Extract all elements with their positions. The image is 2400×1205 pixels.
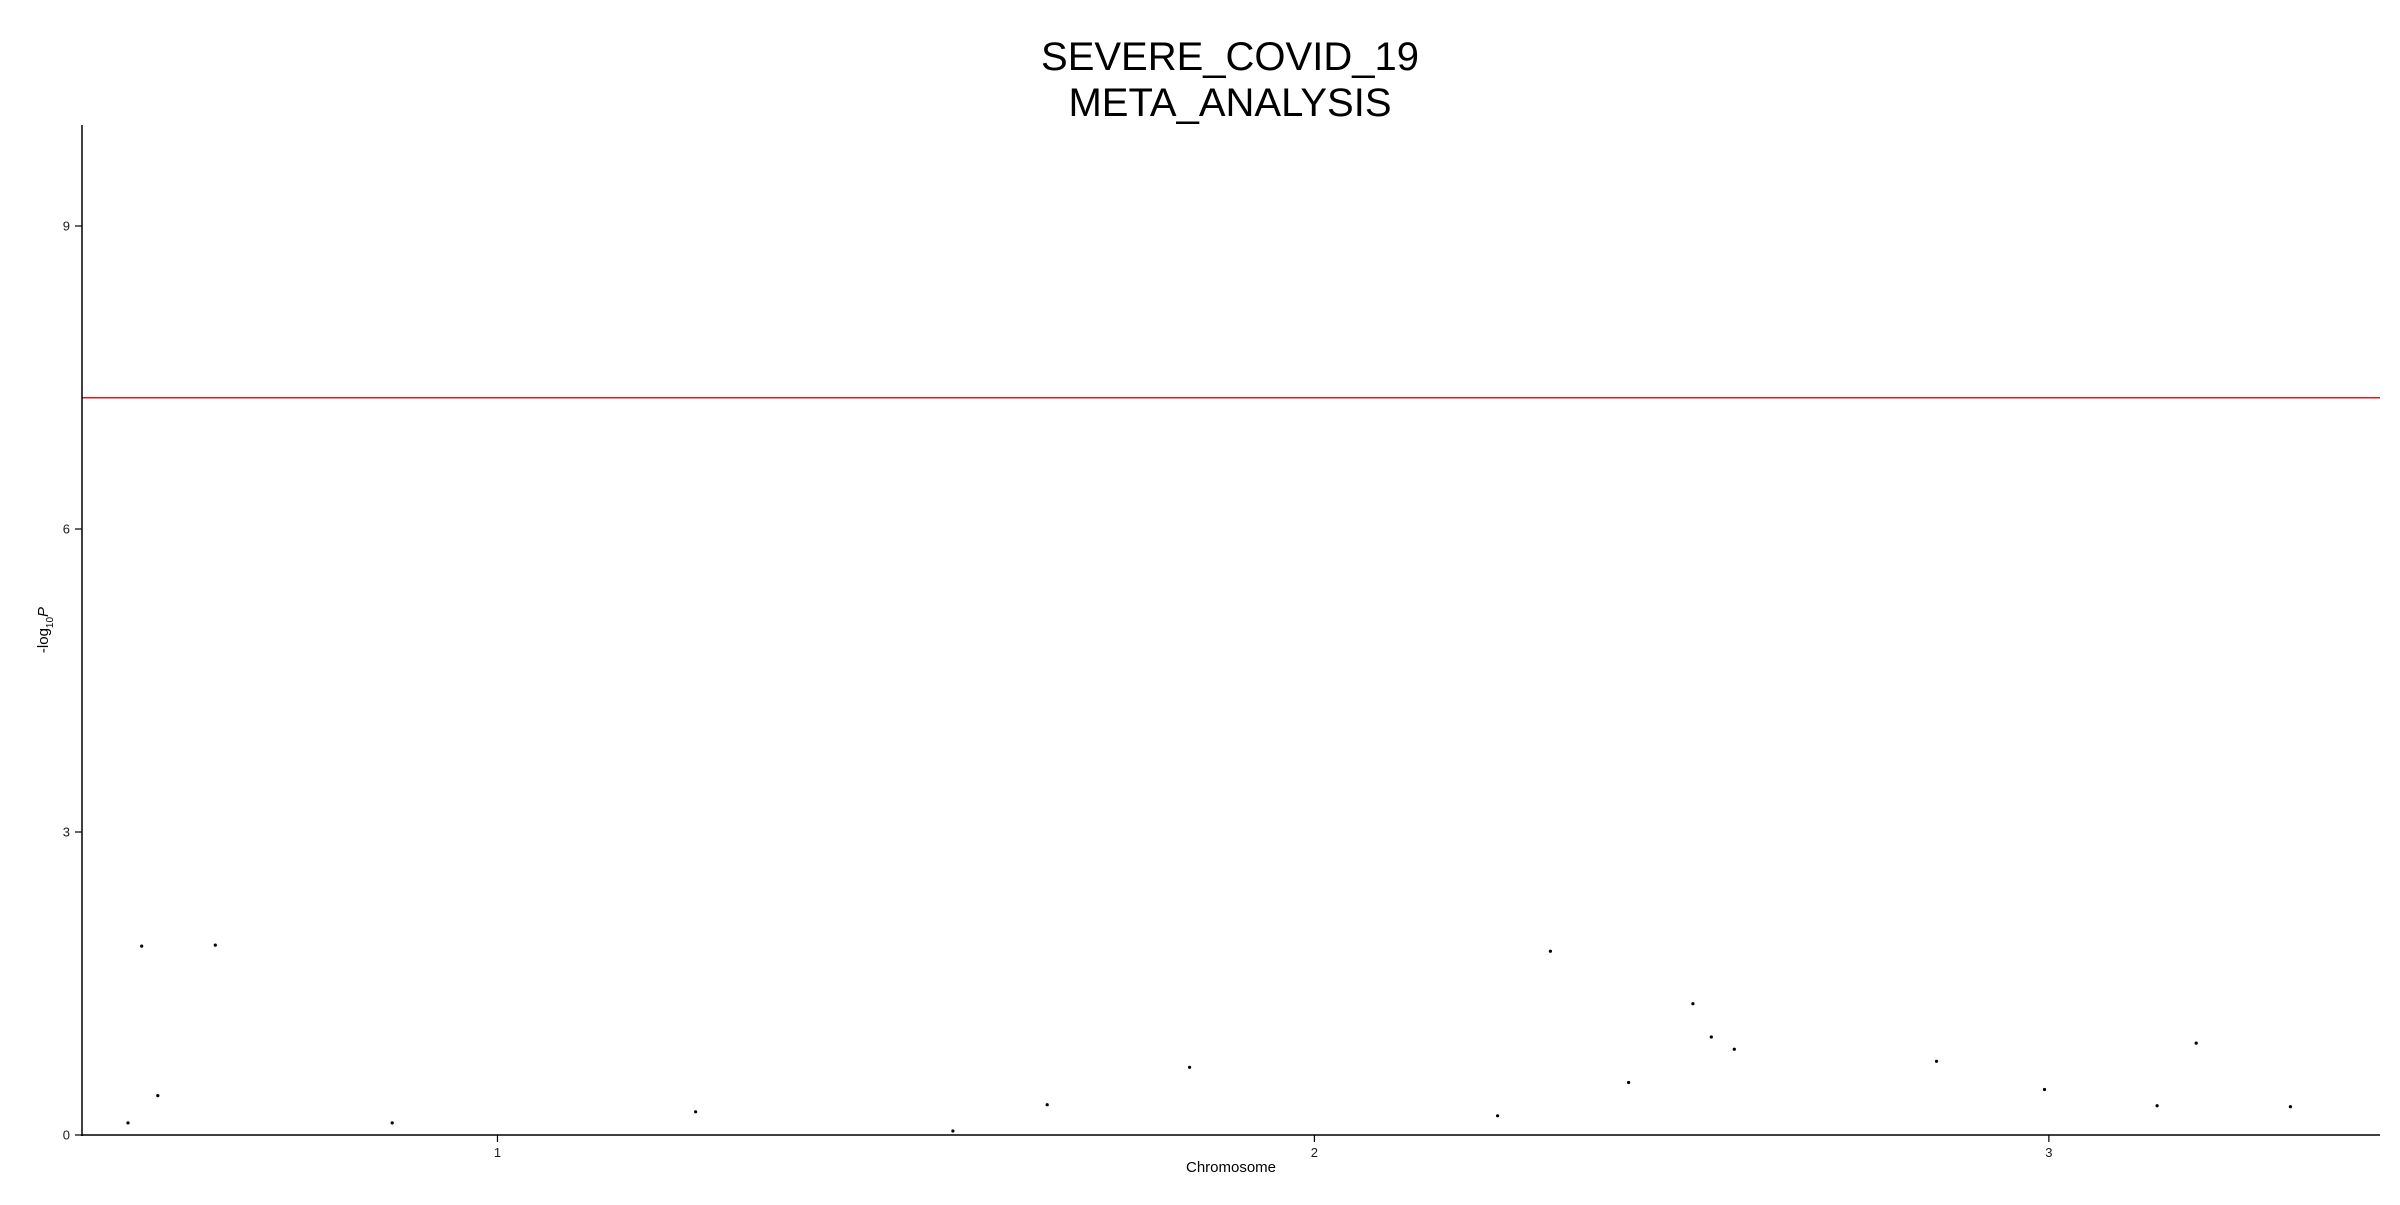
y-axis-ticks: 0 3 6 9	[63, 219, 82, 1143]
data-point-11	[1548, 949, 1552, 953]
data-point-15	[1732, 1047, 1736, 1051]
data-point-9	[1188, 1065, 1192, 1069]
data-point-7	[951, 1129, 955, 1133]
x-axis-label: Chromosome	[1186, 1159, 1276, 1176]
data-point-10	[1496, 1114, 1500, 1118]
data-point-4	[213, 943, 217, 947]
data-point-20	[2288, 1105, 2292, 1109]
x-axis-ticks: 1 2 3	[494, 1135, 2052, 1160]
data-point-12	[1627, 1080, 1631, 1085]
data-point-14	[1709, 1035, 1713, 1039]
y-axis-label-prefix: -log	[35, 628, 52, 653]
data-point-13	[1691, 1002, 1695, 1006]
y-tick-label-3: 3	[63, 825, 70, 840]
x-tick-label-2: 2	[1311, 1145, 1318, 1160]
plot-area	[82, 396, 2380, 1133]
y-axis-label-variable: P	[35, 607, 52, 617]
chart-title-line-2: META_ANALYSIS	[1068, 81, 1391, 125]
x-tick-label-3: 3	[2045, 1145, 2052, 1160]
data-point-3	[156, 1094, 160, 1098]
data-point-2	[140, 944, 144, 948]
data-point-19	[2194, 1041, 2198, 1045]
y-tick-label-6: 6	[63, 522, 70, 537]
y-axis-label-subscript: 10	[45, 617, 56, 629]
chart-title-line-1: SEVERE_COVID_19	[1041, 35, 1419, 79]
data-point-6	[694, 1110, 698, 1114]
data-point-5	[390, 1121, 394, 1125]
data-point-1	[126, 1121, 130, 1125]
y-tick-label-9: 9	[63, 219, 70, 234]
x-tick-label-1: 1	[494, 1145, 501, 1160]
data-point-8	[1045, 1103, 1049, 1107]
y-axis-label: -log10P	[35, 607, 56, 653]
data-point-16	[1934, 1059, 1939, 1063]
y-tick-label-0: 0	[63, 1128, 70, 1143]
data-point-17	[2042, 1087, 2047, 1092]
data-point-18	[2155, 1104, 2159, 1108]
